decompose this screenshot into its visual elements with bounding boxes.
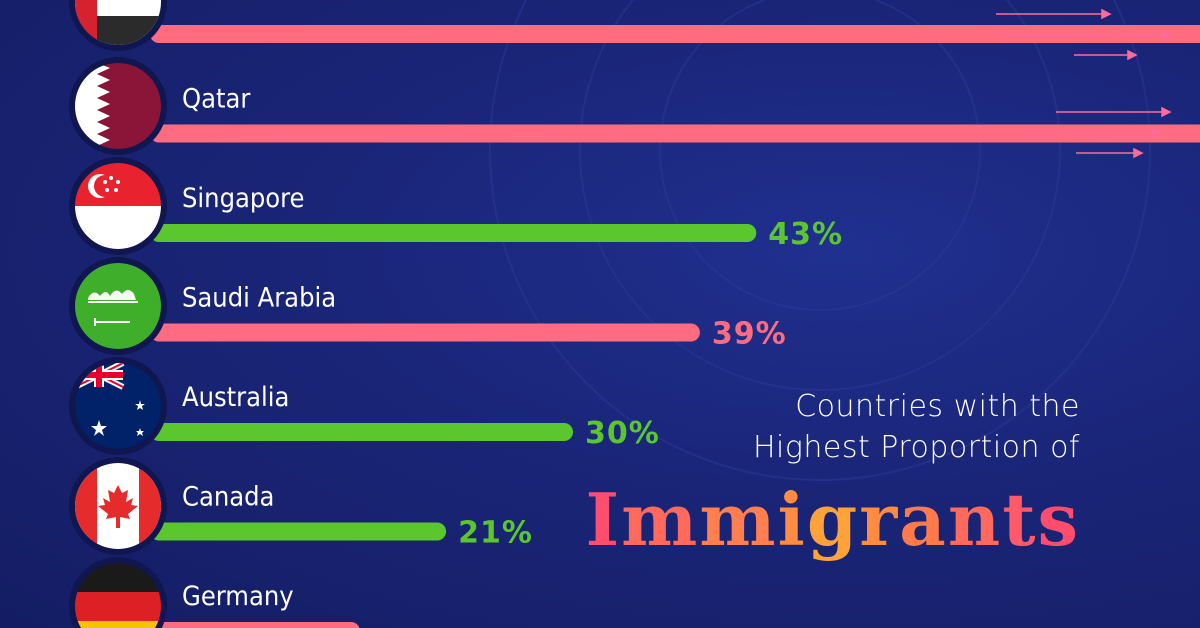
germany-flag-icon (69, 557, 167, 628)
bar-singapore (150, 224, 757, 242)
value-label: 43% (768, 217, 843, 252)
value-label: 21% (458, 516, 533, 551)
chart-title: Countries with the Highest Proportion of… (585, 386, 1080, 560)
country-label: Singapore (182, 183, 305, 214)
title-line-1: Countries with the (795, 389, 1080, 424)
value-label: 39% (712, 317, 787, 352)
bars-layer (150, 25, 1200, 628)
title-emphasis: Immigrants (585, 480, 1080, 560)
title-line-2: Highest Proportion of (752, 430, 1080, 465)
canada-flag-icon (69, 457, 167, 555)
bar-australia (150, 423, 573, 441)
title-emphasis-letter: g (806, 477, 860, 562)
title-emphasis-letter: m (699, 477, 778, 562)
country-label: Canada (182, 482, 274, 513)
australia-flag-icon (69, 357, 167, 455)
title-emphasis-letter: a (899, 477, 948, 562)
value-label: 30% (585, 416, 660, 451)
qatar-flag-icon (69, 57, 167, 155)
singapore-flag-icon (69, 157, 167, 255)
title-emphasis-letter: n (947, 477, 1003, 562)
country-label: Qatar (182, 84, 250, 115)
speed-arrows (996, 8, 1172, 159)
labels-layer: Qatar Singapore 43% Saudi Arabia 39% Australi… (182, 84, 843, 613)
uae-flag-icon (69, 0, 167, 51)
saudi-arabia-flag-icon (69, 257, 167, 355)
bar-saudi-arabia (150, 323, 700, 342)
title-emphasis-letter: t (1002, 477, 1038, 562)
title-emphasis-letter: r (859, 477, 900, 562)
background-rings (489, 0, 1151, 481)
country-label: Australia (182, 382, 289, 413)
bar-qatar (150, 124, 1200, 143)
country-label: Saudi Arabia (182, 283, 336, 314)
country-label: Germany (182, 581, 294, 612)
bar-canada (150, 522, 447, 541)
title-emphasis-letter: I (585, 477, 622, 562)
bar-uae (150, 25, 1200, 43)
bar-germany (150, 622, 360, 628)
title-emphasis-letter: m (621, 477, 700, 562)
title-emphasis-letter: s (1037, 477, 1080, 562)
title-emphasis-letter: i (777, 477, 807, 562)
